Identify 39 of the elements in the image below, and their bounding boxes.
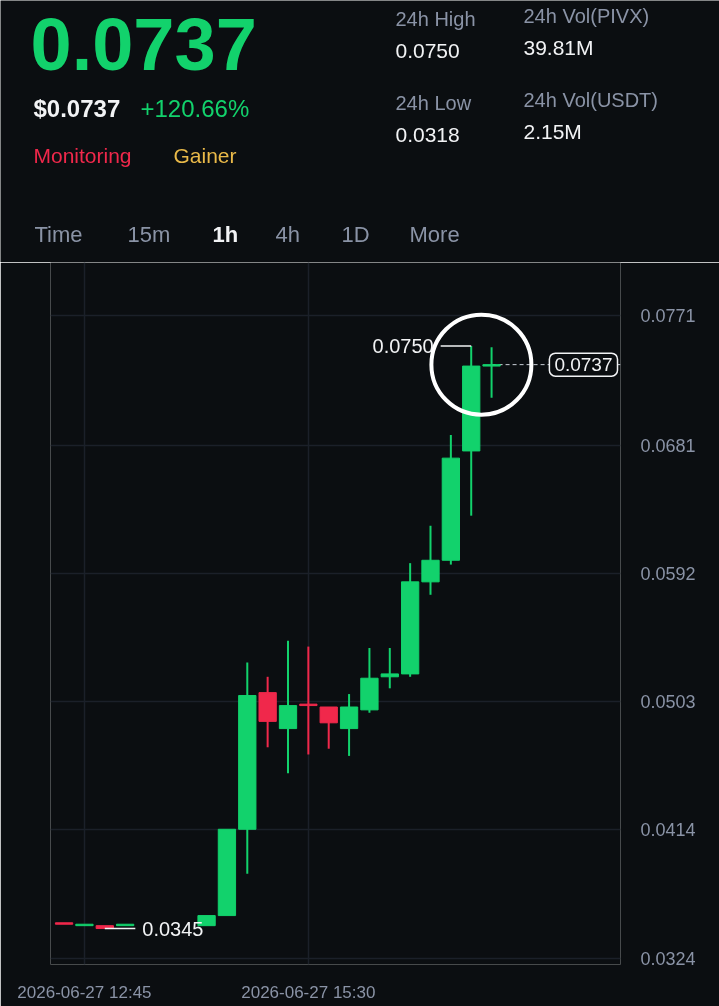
- y-tick-label: 0.0503: [640, 691, 696, 712]
- y-tick-label: 0.0414: [640, 819, 696, 840]
- text: +120.66%: [140, 95, 250, 122]
- text: 24h Vol(USDT): [523, 88, 658, 111]
- text: $0.0737: [33, 95, 121, 122]
- text: Gainer: [173, 144, 237, 167]
- text: 1h: [212, 222, 239, 247]
- y-tick-label: 0.0324: [640, 949, 696, 970]
- candlestick: [319, 706, 338, 750]
- candlestick: [482, 346, 501, 399]
- text: 24h High: [395, 7, 476, 30]
- annotation: 0.0750: [372, 334, 434, 357]
- candlestick: [339, 693, 359, 757]
- text: 0.0318: [395, 122, 460, 146]
- text: More: [409, 222, 460, 247]
- candlestick: [54, 922, 74, 925]
- candlestick: [380, 647, 399, 690]
- text: 1D: [341, 222, 370, 247]
- candlestick: [299, 645, 318, 756]
- candlestick: [421, 524, 440, 596]
- text: 15m: [127, 222, 171, 247]
- text: 2.15M: [523, 120, 582, 143]
- text: 0.0737: [30, 2, 257, 86]
- ref-line-label: 0.0737: [554, 354, 613, 376]
- y-tick-label: 0.0592: [640, 563, 696, 584]
- text: 39.81M: [523, 36, 594, 59]
- text: 0.0750: [395, 38, 460, 62]
- y-tick-label: 0.0681: [640, 435, 696, 456]
- annotation: 0.0345: [142, 917, 204, 940]
- text: 4h: [275, 222, 300, 247]
- y-tick-label: 0.0771: [640, 306, 696, 327]
- text: 24h Low: [395, 91, 472, 114]
- x-tick-label: 2026-06-27 12:45: [17, 982, 152, 1002]
- candlestick: [217, 828, 237, 917]
- x-tick-label: 2026-06-27 15:30: [241, 982, 376, 1002]
- candlestick: [278, 639, 298, 775]
- text: Monitoring: [33, 144, 132, 167]
- text: Time: [34, 222, 83, 247]
- text: 24h Vol(PIVX): [523, 4, 650, 27]
